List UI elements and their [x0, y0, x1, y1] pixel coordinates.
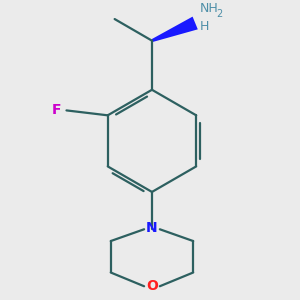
Text: 2: 2 [216, 9, 222, 19]
Polygon shape [152, 16, 198, 42]
Text: F: F [52, 103, 62, 117]
Text: NH: NH [200, 2, 219, 15]
Text: H: H [200, 20, 209, 33]
Text: N: N [146, 221, 158, 235]
Text: O: O [146, 279, 158, 293]
